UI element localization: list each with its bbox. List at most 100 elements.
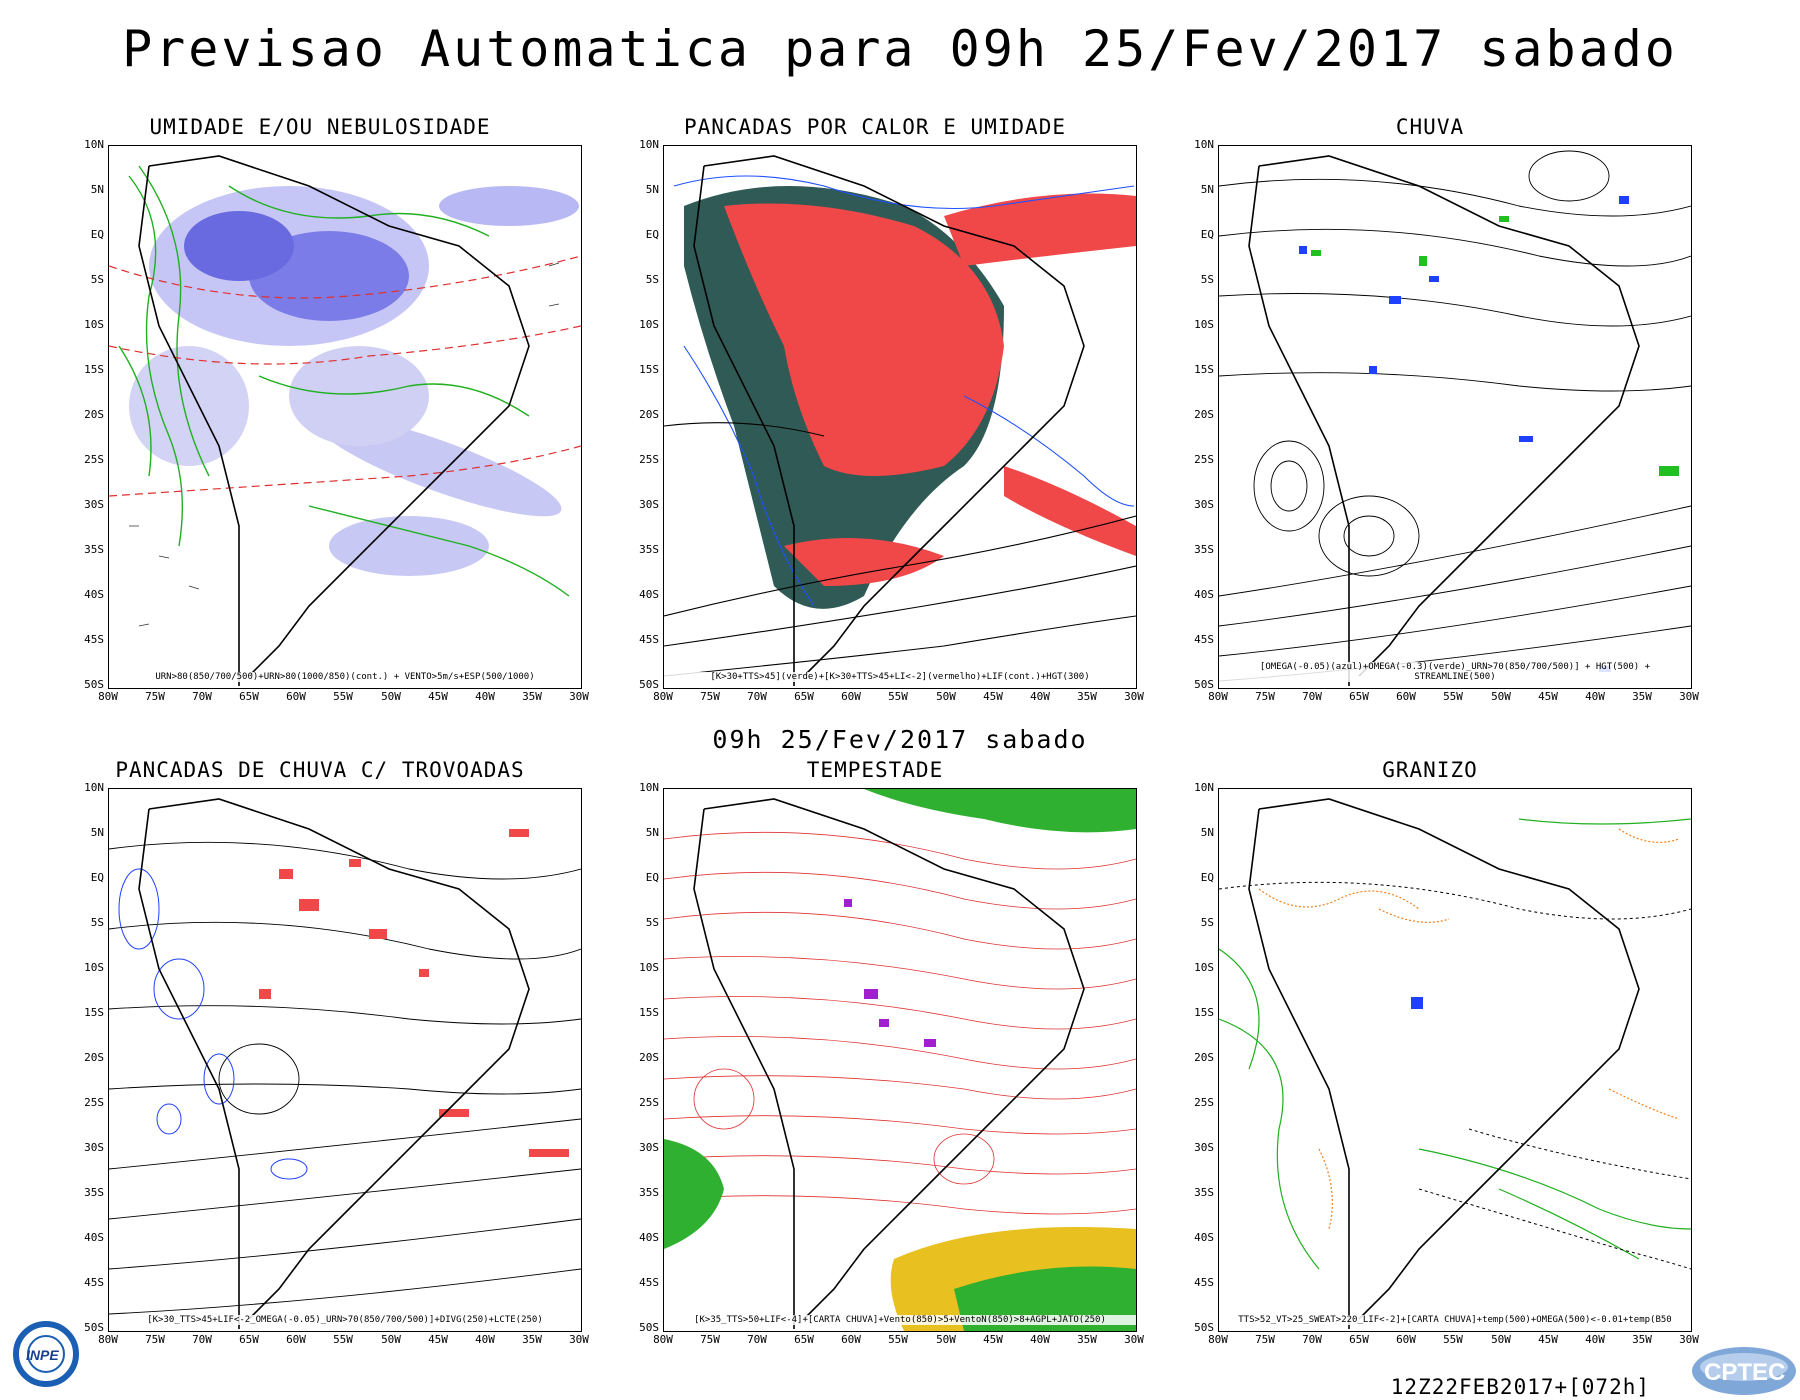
hail-risk-dots <box>1258 828 1680 1230</box>
thunderstorm-shading <box>259 829 569 1157</box>
panel-title: TEMPESTADE <box>806 758 944 782</box>
latitude-tick-label: 40S <box>639 1231 659 1244</box>
panel-caption: TTS>52_VT>25_SWEAT>220_LIF<-2]+[CARTA CH… <box>1219 1315 1691 1325</box>
panel-caption: [OMEGA(-0.05)(azul)+OMEGA(-0.3)(verde)_U… <box>1219 662 1691 682</box>
latitude-tick-label: 40S <box>1194 1231 1214 1244</box>
longitude-tick-label: 35W <box>1077 1333 1097 1346</box>
longitude-tick-label: 60W <box>1396 1333 1416 1346</box>
storm-shading <box>664 789 1136 1331</box>
longitude-tick-label: 50W <box>381 690 401 703</box>
longitude-tick-label: 40W <box>475 690 495 703</box>
longitude-tick-label: 75W <box>1255 690 1275 703</box>
longitude-tick-label: 80W <box>98 1333 118 1346</box>
longitude-tick-label: 45W <box>428 690 448 703</box>
longitude-tick-label: 30W <box>1124 690 1144 703</box>
latitude-tick-label: 50S <box>1194 1321 1214 1334</box>
longitude-tick-label: 35W <box>1077 690 1097 703</box>
longitude-tick-label: 70W <box>192 1333 212 1346</box>
longitude-tick-label: 55W <box>888 1333 908 1346</box>
latitude-tick-label: 30S <box>639 498 659 511</box>
longitude-tick-label: 75W <box>700 690 720 703</box>
latitude-tick-label: 10S <box>84 961 104 974</box>
longitude-tick-label: 30W <box>1124 1333 1144 1346</box>
inpe-logo-text: INPE <box>26 1347 59 1363</box>
longitude-tick-label: 50W <box>1491 690 1511 703</box>
longitude-tick-label: 50W <box>381 1333 401 1346</box>
wind-vectors <box>129 262 560 627</box>
latitude-tick-label: 10S <box>1194 318 1214 331</box>
panel-trovoadas: PANCADAS DE CHUVA C/ TROVOADAS <box>50 758 590 1368</box>
latitude-tick-label: 5N <box>645 826 659 839</box>
latitude-tick-label: 40S <box>84 1231 104 1244</box>
longitude-tick-label: 65W <box>1349 1333 1369 1346</box>
latitude-tick-label: 40S <box>84 588 104 601</box>
longitude-tick-label: 65W <box>794 1333 814 1346</box>
longitude-tick-label: 30W <box>569 690 589 703</box>
model-run-info: 12Z22FEB2017+[072h] <box>1390 1375 1650 1399</box>
longitude-tick-label: 30W <box>569 1333 589 1346</box>
latitude-tick-label: 50S <box>639 678 659 691</box>
country-borders <box>138 155 530 686</box>
latitude-tick-label: 45S <box>1194 633 1214 646</box>
streamlines <box>1219 150 1691 682</box>
latitude-tick-label: 30S <box>1194 498 1214 511</box>
latitude-tick-label: 45S <box>84 633 104 646</box>
latitude-tick-label: 15S <box>84 1006 104 1019</box>
longitude-tick-label: 75W <box>145 1333 165 1346</box>
latitude-tick-label: 50S <box>84 678 104 691</box>
longitude-tick-label: 80W <box>1208 1333 1228 1346</box>
divergence-contours <box>118 868 308 1180</box>
latitude-tick-label: 10S <box>84 318 104 331</box>
longitude-tick-label: 35W <box>522 690 542 703</box>
panel-title: UMIDADE E/OU NEBULOSIDADE <box>149 115 491 139</box>
streamlines <box>109 841 581 1315</box>
latitude-tick-label: 15S <box>639 1006 659 1019</box>
country-borders <box>138 798 530 1329</box>
latitude-tick-label: 35S <box>84 1186 104 1199</box>
longitude-tick-label: 45W <box>1538 690 1558 703</box>
latitude-tick-label: 35S <box>1194 1186 1214 1199</box>
latitude-tick-label: 25S <box>639 1096 659 1109</box>
panel-granizo: GRANIZO <box>1160 758 1700 1368</box>
latitude-tick-label: 10S <box>639 318 659 331</box>
latitude-tick-label: EQ <box>90 871 104 884</box>
latitude-tick-label: 50S <box>1194 678 1214 691</box>
longitude-tick-label: 40W <box>475 1333 495 1346</box>
latitude-tick-label: 50S <box>639 1321 659 1334</box>
longitude-tick-label: 60W <box>286 1333 306 1346</box>
latitude-tick-label: 5N <box>90 826 104 839</box>
hail-shading <box>1411 997 1423 1009</box>
panel-umidade: UMIDADE E/OU NEBULOSIDADE <box>50 115 590 725</box>
latitude-tick-label: EQ <box>645 871 659 884</box>
longitude-tick-label: 60W <box>1396 690 1416 703</box>
latitude-tick-label: 25S <box>84 1096 104 1109</box>
longitude-tick-label: 40W <box>1585 1333 1605 1346</box>
cptec-logo-text: CPTEC <box>1704 1359 1785 1386</box>
map-umidade: URN>80(850/700/500)+URN>80(1000/850)(con… <box>108 145 582 689</box>
longitude-tick-label: 80W <box>653 1333 673 1346</box>
latitude-tick-label: 15S <box>639 363 659 376</box>
longitude-tick-label: 70W <box>1302 690 1322 703</box>
latitude-tick-label: 25S <box>1194 1096 1214 1109</box>
latitude-tick-label: 40S <box>1194 588 1214 601</box>
longitude-tick-label: 70W <box>192 690 212 703</box>
latitude-tick-label: 20S <box>1194 408 1214 421</box>
longitude-tick-label: 65W <box>239 690 259 703</box>
latitude-tick-label: EQ <box>90 228 104 241</box>
map-tempestade: [K>35_TTS>50+LIF<-4]+[CARTA CHUVA]+Vento… <box>663 788 1137 1332</box>
humidity-contours <box>118 165 570 597</box>
longitude-tick-label: 55W <box>888 690 908 703</box>
panel-chuva: CHUVA <box>1160 115 1700 725</box>
country-borders <box>693 798 1085 1329</box>
latitude-tick-label: 40S <box>639 588 659 601</box>
lifted-index-contours <box>673 175 1135 607</box>
forecast-time-subtitle: 09h 25/Fev/2017 sabado <box>712 725 1088 754</box>
panel-title: PANCADAS POR CALOR E UMIDADE <box>683 115 1066 139</box>
latitude-tick-label: 10N <box>84 138 104 151</box>
panel-title: PANCADAS DE CHUVA C/ TROVOADAS <box>115 758 525 782</box>
latitude-tick-label: 30S <box>84 498 104 511</box>
longitude-tick-label: 40W <box>1030 1333 1050 1346</box>
panel-caption: URN>80(850/700/500)+URN>80(1000/850)(con… <box>109 672 581 682</box>
page-title: Previsao Automatica para 09h 25/Fev/2017… <box>122 20 1678 78</box>
longitude-tick-label: 50W <box>1491 1333 1511 1346</box>
